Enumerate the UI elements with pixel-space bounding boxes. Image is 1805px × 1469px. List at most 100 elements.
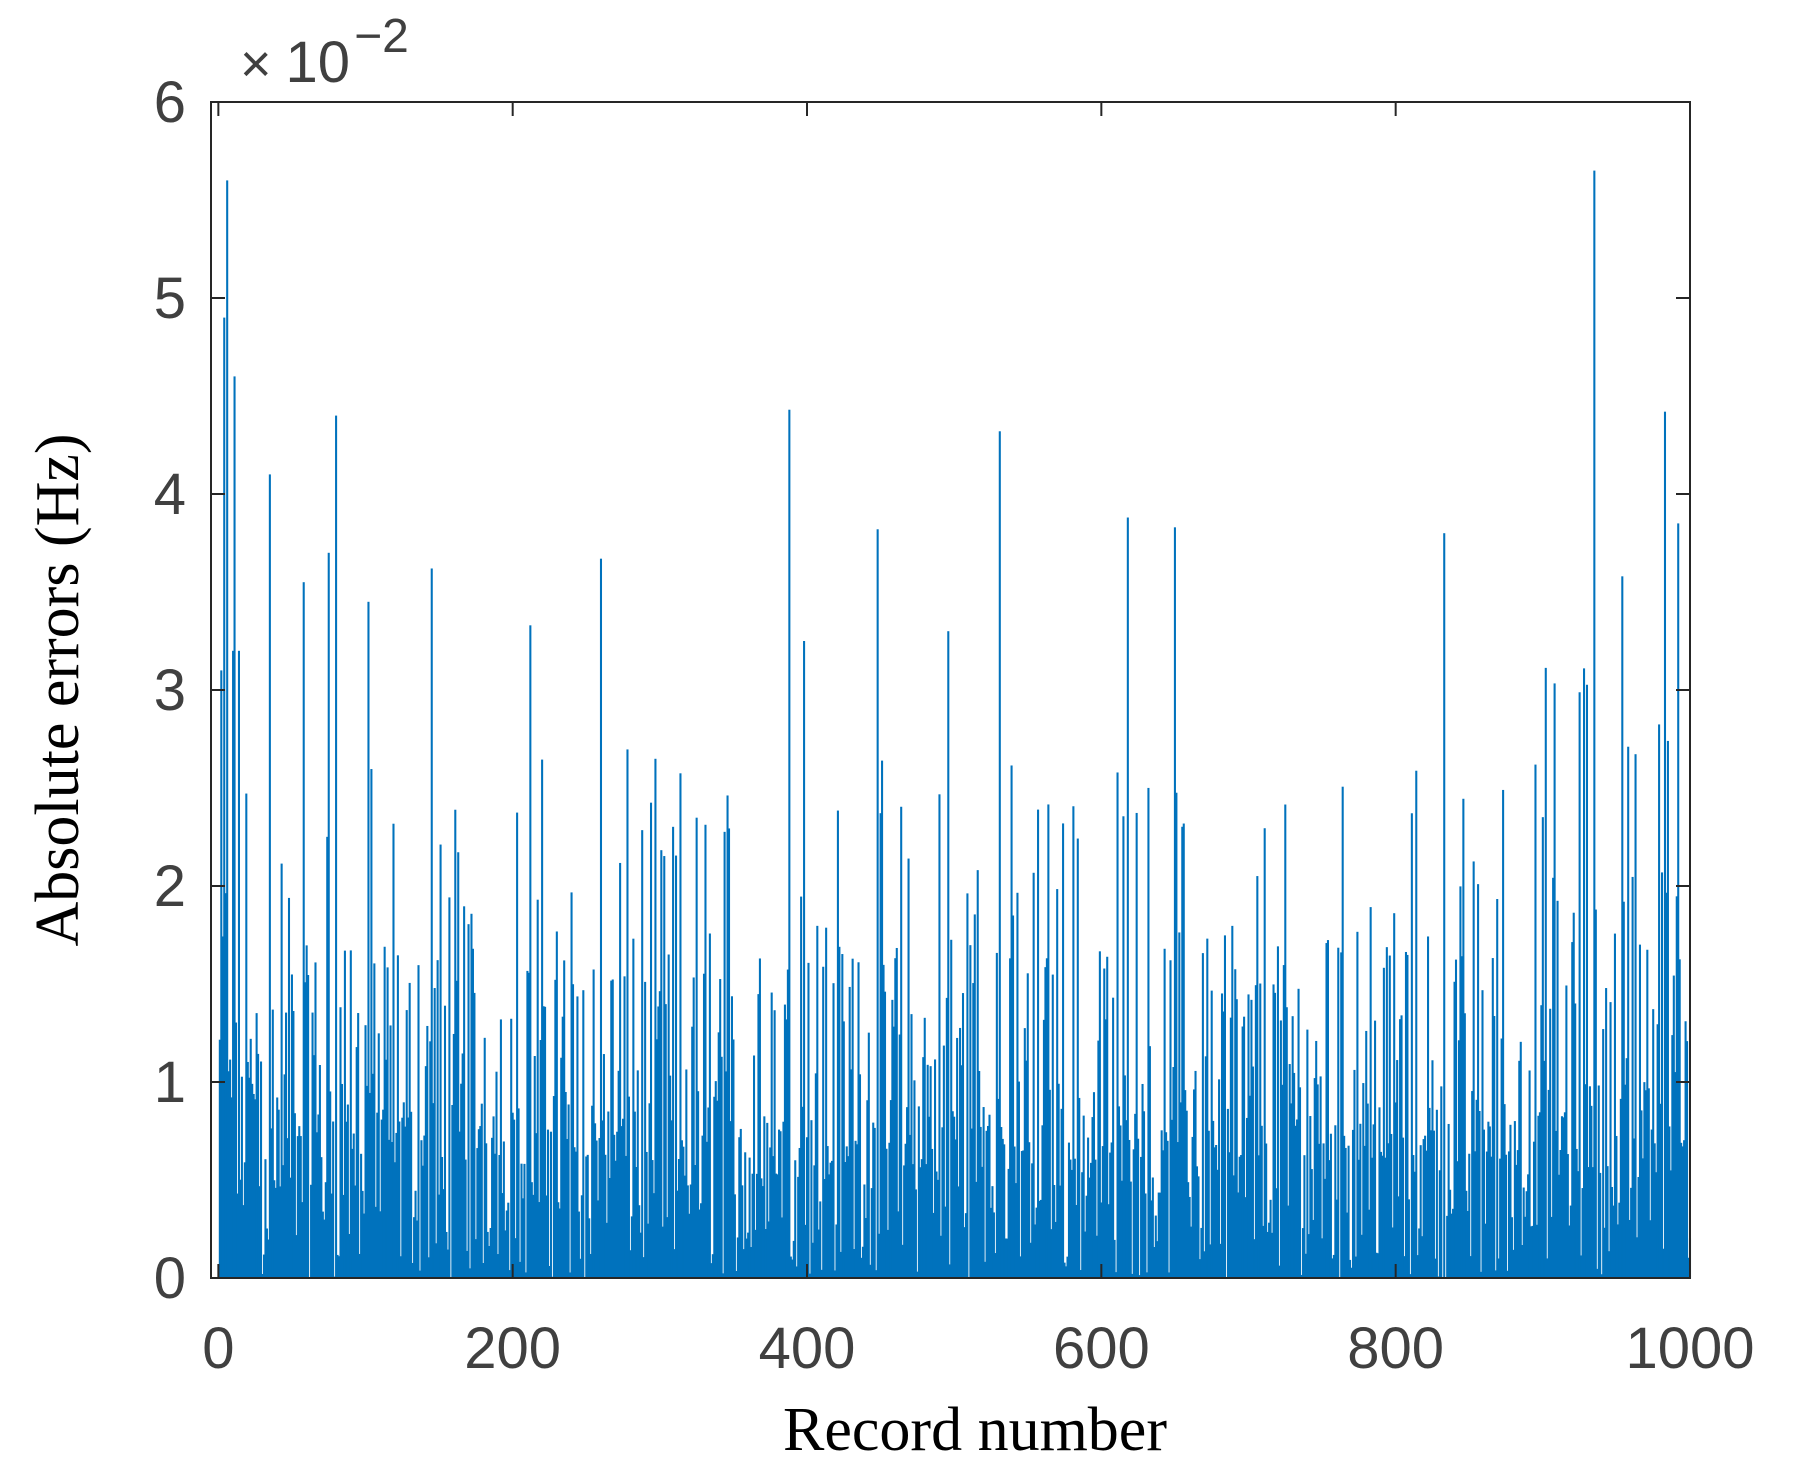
bar: [273, 1180, 276, 1278]
bar: [555, 931, 558, 1278]
bar: [1591, 1167, 1594, 1278]
bar: [1449, 1189, 1452, 1278]
bar: [1067, 1142, 1070, 1278]
bar: [430, 568, 433, 1278]
bar: [960, 1065, 963, 1278]
bar: [1584, 1084, 1587, 1278]
bar: [1478, 1111, 1481, 1278]
bar: [589, 1253, 592, 1278]
bar: [1590, 1105, 1593, 1278]
bar: [1303, 1155, 1306, 1278]
bar: [939, 1235, 942, 1278]
bar: [1117, 1106, 1121, 1278]
bar: [1621, 576, 1624, 1278]
bar: [471, 948, 474, 1278]
y-tick-label: 2: [154, 854, 186, 919]
bar: [573, 1147, 576, 1278]
bar: [772, 1156, 775, 1278]
bar: [791, 1259, 794, 1278]
bar: [285, 1012, 288, 1278]
bar: [1460, 956, 1463, 1278]
bar: [1200, 1227, 1203, 1278]
bar: [742, 1249, 745, 1278]
bar: [1307, 1234, 1310, 1278]
bar: [533, 1056, 536, 1278]
bar: [1147, 787, 1150, 1278]
bar: [1528, 1070, 1531, 1278]
bar: [984, 1261, 987, 1278]
bar: [379, 1211, 382, 1278]
bar: [1471, 1091, 1474, 1278]
bar: [769, 1147, 772, 1278]
bar: [265, 1228, 268, 1278]
bar: [1294, 1125, 1297, 1278]
bar: [1266, 1231, 1269, 1278]
bar: [246, 1061, 249, 1278]
bar: [1378, 1107, 1381, 1278]
bar: [1306, 1029, 1309, 1278]
bar: [1191, 1136, 1194, 1278]
bar: [373, 963, 376, 1278]
bar: [688, 1213, 691, 1278]
bar: [770, 992, 773, 1278]
bar: [1671, 1035, 1674, 1278]
bar: [736, 1237, 739, 1278]
bar: [307, 975, 310, 1278]
bar: [894, 958, 897, 1278]
bar: [282, 1165, 285, 1278]
bar: [814, 1073, 817, 1278]
bar: [1674, 1072, 1677, 1278]
bar: [1213, 1147, 1216, 1278]
bar: [1396, 1060, 1399, 1278]
bar: [1173, 527, 1176, 1278]
bar: [1029, 1242, 1032, 1278]
bar: [1262, 1225, 1265, 1278]
bar: [1594, 909, 1597, 1278]
bar: [1452, 1208, 1455, 1278]
bar: [1666, 740, 1669, 1278]
bar: [1281, 1084, 1284, 1278]
bar: [1650, 1129, 1653, 1278]
bar: [438, 1194, 441, 1278]
y-exponent-label: × 10−2: [240, 10, 409, 95]
bar: [1181, 826, 1184, 1278]
bar: [829, 1162, 832, 1278]
bar: [1137, 1138, 1140, 1278]
bar: [1605, 988, 1608, 1278]
bar: [513, 1119, 516, 1278]
bar: [270, 1128, 273, 1278]
bar: [1353, 1069, 1356, 1278]
bar: [1525, 1191, 1528, 1278]
bar: [395, 1132, 398, 1278]
bar: [535, 1133, 538, 1278]
bar: [1659, 1103, 1662, 1278]
bar: [816, 925, 819, 1278]
bar: [1188, 1196, 1191, 1278]
bar: [1104, 1019, 1107, 1278]
bar: [776, 1174, 779, 1278]
bar: [708, 933, 711, 1278]
bar: [1618, 1202, 1621, 1278]
bar: [1385, 947, 1388, 1278]
bar: [585, 1156, 588, 1278]
bar: [257, 1053, 260, 1278]
bar: [951, 1111, 954, 1278]
bar: [1524, 1216, 1527, 1278]
bar: [1325, 943, 1328, 1278]
bar: [1633, 1138, 1636, 1278]
bar: [1362, 1083, 1365, 1278]
bar: [1218, 1079, 1221, 1278]
bar: [913, 1080, 916, 1278]
bar: [248, 1077, 251, 1278]
bar: [1374, 1020, 1377, 1278]
bar: [232, 650, 235, 1278]
bar: [1135, 812, 1138, 1278]
bar: [1556, 900, 1559, 1278]
bar: [782, 1121, 785, 1278]
bar: [452, 1033, 455, 1278]
exponent-times: ×: [240, 34, 272, 94]
bar: [318, 1065, 321, 1278]
bar: [368, 1092, 371, 1278]
bar: [1271, 1232, 1274, 1278]
bar: [836, 810, 839, 1278]
